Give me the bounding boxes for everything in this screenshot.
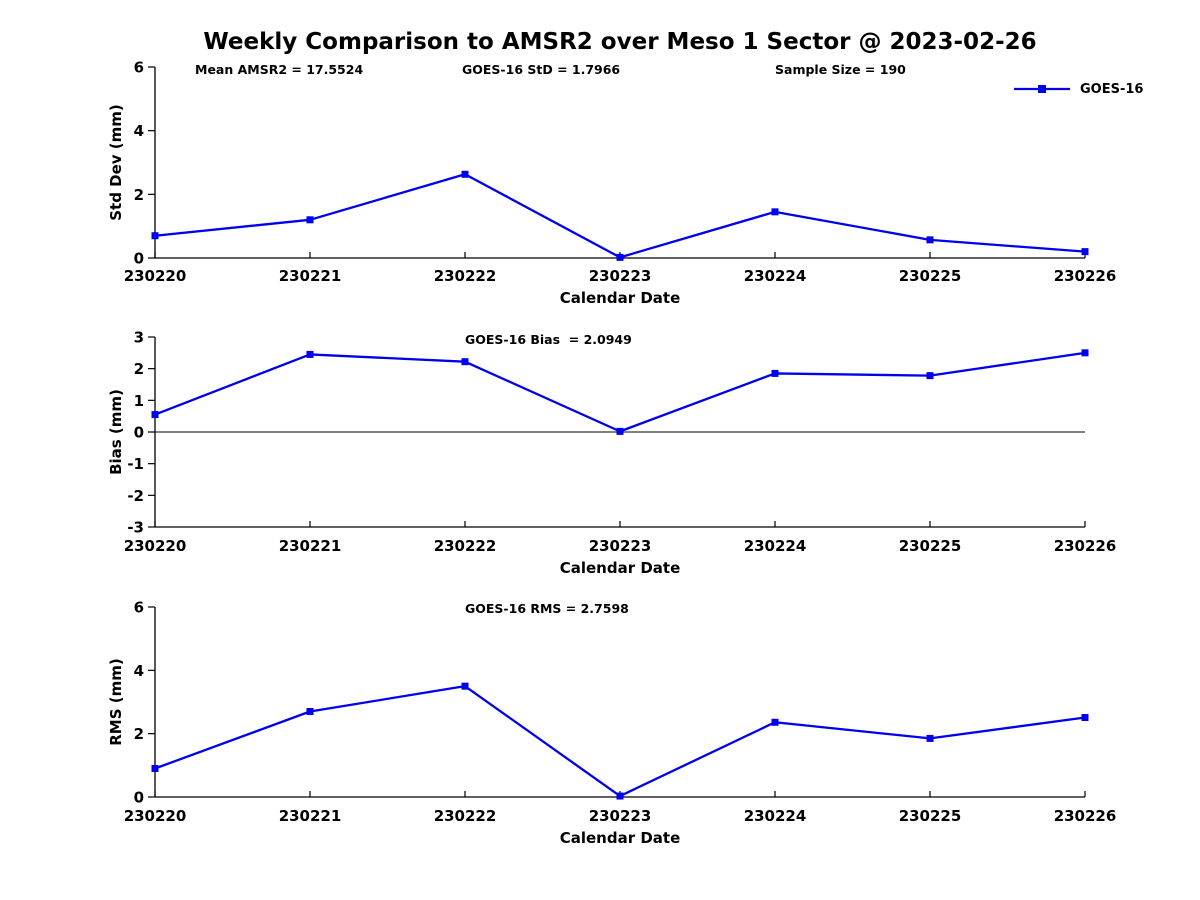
- y-axis-label: Std Dev (mm): [107, 104, 125, 221]
- data-point-marker: [151, 765, 159, 772]
- data-point-marker: [1081, 248, 1089, 256]
- x-axis-label: Calendar Date: [560, 829, 681, 847]
- data-point-marker: [926, 734, 934, 742]
- x-tick-label: 230221: [279, 537, 342, 555]
- data-point-marker: [151, 411, 159, 419]
- x-tick-label: 230220: [124, 267, 187, 285]
- x-tick-label: 230223: [589, 267, 652, 285]
- annotation: GOES-16 StD = 1.7966: [462, 62, 620, 77]
- x-tick-label: 230224: [744, 537, 807, 555]
- annotation: Mean AMSR2 = 17.5524: [195, 62, 363, 77]
- x-tick-label: 230224: [744, 267, 807, 285]
- data-point-marker: [151, 232, 159, 240]
- data-point-marker: [616, 792, 624, 800]
- x-tick-label: 230221: [279, 267, 342, 285]
- x-tick-label: 230222: [434, 537, 497, 555]
- annotation: GOES-16 RMS = 2.7598: [465, 601, 629, 616]
- y-tick-label: 2: [134, 360, 144, 378]
- y-axis-label: Bias (mm): [107, 389, 125, 475]
- x-tick-label: 230223: [589, 537, 652, 555]
- data-point-marker: [461, 682, 469, 690]
- data-point-marker: [926, 236, 934, 244]
- data-point-marker: [616, 427, 624, 435]
- y-tick-label: 2: [134, 725, 144, 743]
- data-line: [154, 173, 1086, 259]
- x-tick-label: 230224: [744, 807, 807, 825]
- data-line: [154, 685, 1086, 798]
- x-tick-label: 230221: [279, 807, 342, 825]
- data-point-marker: [771, 369, 779, 377]
- subplot-std-dev: 0 2 4 6 230220 230221 230222 230223 230224 230225…: [107, 60, 1117, 307]
- y-axis-label: RMS (mm): [107, 658, 125, 745]
- y-tick-label: 6: [134, 60, 144, 77]
- data-point-marker: [1081, 349, 1089, 357]
- data-point-marker: [461, 358, 469, 366]
- x-tick-label: 230225: [899, 267, 962, 285]
- x-tick-label: 230222: [434, 267, 497, 285]
- x-tick-label: 230225: [899, 807, 962, 825]
- y-tick-label: 2: [134, 186, 144, 204]
- legend: GOES-16: [1012, 80, 1143, 98]
- y-tick-label: 3: [134, 329, 144, 347]
- legend-marker-sample: [1038, 85, 1046, 93]
- x-tick-label: 230225: [899, 537, 962, 555]
- y-tick-label: 0: [134, 789, 144, 807]
- y-tick-label: 1: [134, 392, 144, 410]
- figure-title: Weekly Comparison to AMSR2 over Meso 1 S…: [203, 29, 1037, 55]
- y-tick-label: -2: [127, 487, 144, 505]
- x-tick-label: 230226: [1054, 267, 1117, 285]
- x-tick-label: 230222: [434, 807, 497, 825]
- y-tick-label: 4: [134, 122, 144, 140]
- data-point-marker: [1081, 714, 1089, 722]
- x-tick-label: 230223: [589, 807, 652, 825]
- data-point-marker: [771, 208, 779, 216]
- x-tick-label: 230220: [124, 807, 187, 825]
- data-line: [154, 351, 1086, 433]
- legend-label: GOES-16: [1080, 81, 1144, 97]
- y-tick-label: -1: [127, 455, 144, 473]
- annotation: GOES-16 Bias = 2.0949: [465, 332, 632, 347]
- x-axis-label: Calendar Date: [560, 559, 681, 577]
- annotation: Sample Size = 190: [775, 62, 906, 77]
- data-point-marker: [461, 170, 469, 178]
- x-tick-label: 230220: [124, 537, 187, 555]
- data-point-marker: [306, 708, 314, 715]
- x-tick-label: 230226: [1054, 537, 1117, 555]
- y-tick-label: 4: [134, 662, 144, 680]
- x-axis-label: Calendar Date: [560, 289, 681, 307]
- y-tick-label: -3: [127, 519, 144, 537]
- y-tick-label: 0: [134, 250, 144, 268]
- data-point-marker: [306, 216, 314, 224]
- x-tick-label: 230226: [1054, 807, 1117, 825]
- data-point-marker: [771, 718, 779, 726]
- data-point-marker: [926, 372, 934, 380]
- data-point-marker: [616, 253, 624, 261]
- subplot-rms: 0 2 4 6 230220 230221 230222 230223 230224 230225…: [107, 599, 1117, 848]
- data-point-marker: [306, 350, 314, 358]
- y-tick-label: 6: [134, 599, 144, 617]
- legend-sample: [1014, 85, 1070, 93]
- y-tick-label: 0: [134, 424, 144, 442]
